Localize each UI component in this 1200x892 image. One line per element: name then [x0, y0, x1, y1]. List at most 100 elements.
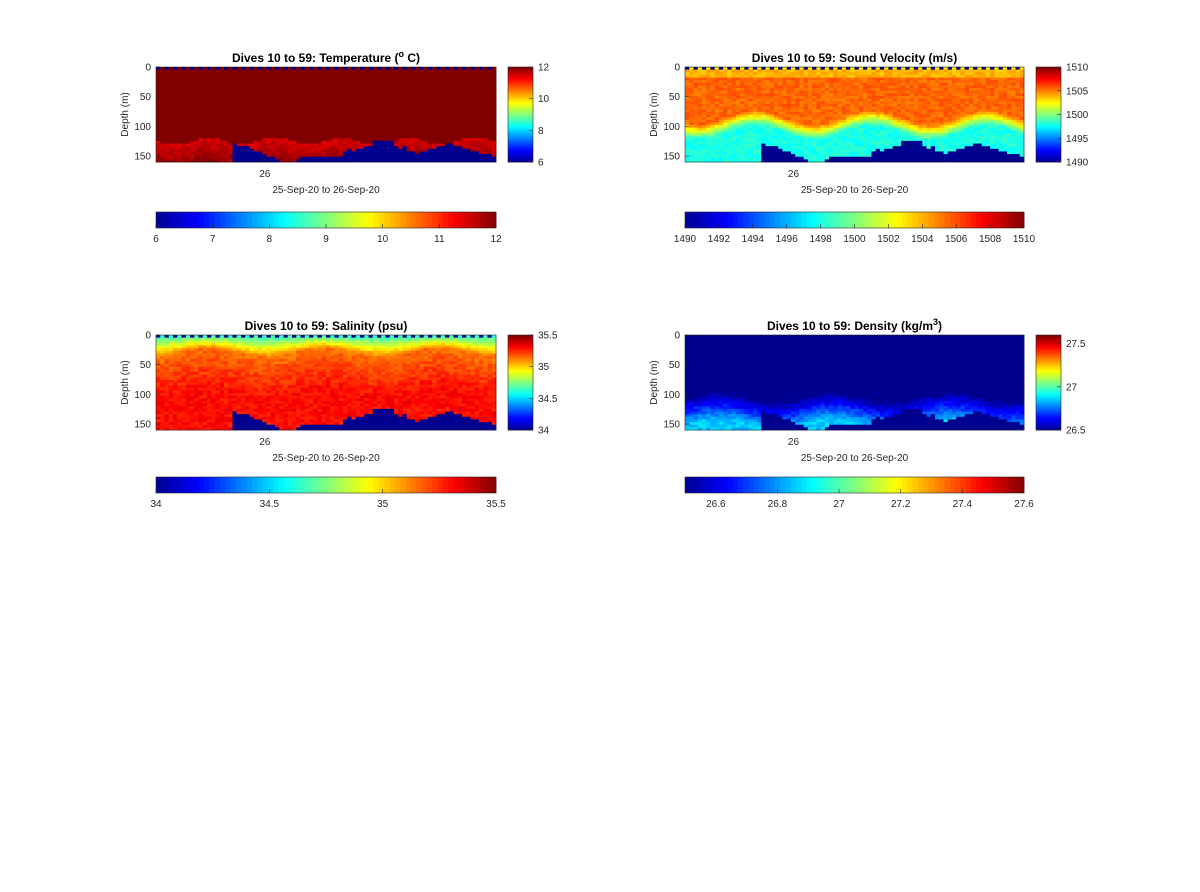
heatmap-cell	[423, 93, 429, 97]
heatmap-cell	[850, 101, 855, 105]
heatmap-cell	[202, 119, 208, 123]
heatmap-cell	[381, 159, 386, 163]
heatmap-cell	[846, 90, 851, 94]
heatmap-cell	[449, 148, 454, 152]
heatmap-cell	[854, 151, 860, 155]
heatmap-cell	[245, 88, 250, 92]
heatmap-cell	[419, 151, 425, 155]
heatmap-cell	[786, 146, 792, 150]
heatmap-cell	[858, 119, 864, 123]
heatmap-cell	[398, 143, 403, 147]
heatmap-cell	[470, 96, 476, 100]
heatmap-cell	[820, 138, 826, 142]
heatmap-cell	[279, 119, 284, 123]
heatmap-cell	[330, 98, 335, 102]
heatmap-cell	[347, 154, 352, 158]
heatmap-cell	[824, 148, 830, 152]
heatmap-cell	[292, 85, 297, 89]
heatmap-cell	[423, 143, 429, 147]
heatmap-cell	[888, 88, 894, 92]
heatmap-cell	[428, 80, 433, 84]
heatmap-cell	[470, 127, 476, 131]
heatmap-cell	[224, 146, 229, 150]
heatmap-cell	[258, 111, 263, 115]
heatmap-cell	[283, 67, 289, 71]
heatmap-cell	[807, 85, 813, 89]
heatmap-cell	[875, 93, 881, 97]
heatmap-cell	[245, 74, 250, 78]
heatmap-cell	[185, 125, 191, 129]
heatmap-cell	[202, 114, 208, 118]
heatmap-cell	[445, 74, 450, 78]
heatmap-cell	[470, 88, 476, 92]
heatmap-cell	[879, 143, 885, 147]
heatmap-cell	[884, 140, 889, 144]
heatmap-cell	[419, 122, 425, 126]
heatmap-cell	[474, 159, 480, 163]
heatmap-cell	[723, 111, 728, 115]
heatmap-cell	[693, 119, 699, 123]
heatmap-cell	[905, 74, 910, 78]
heatmap-cell	[309, 82, 314, 86]
heatmap-cell	[219, 106, 225, 110]
heatmap-cell	[360, 154, 365, 158]
heatmap-cell	[406, 72, 412, 76]
heatmap-cell	[419, 111, 425, 115]
heatmap-cell	[351, 96, 357, 100]
heatmap-cell	[752, 114, 758, 118]
heatmap-cell	[364, 154, 369, 158]
heatmap-cell	[909, 111, 915, 115]
heatmap-cell	[731, 122, 737, 126]
heatmap-cell	[879, 103, 885, 107]
heatmap-cell	[389, 96, 395, 100]
heatmap-cell	[245, 109, 250, 113]
heatmap-cell	[317, 82, 323, 86]
heatmap-cell	[394, 111, 399, 115]
heatmap-cell	[829, 111, 834, 115]
heatmap-cell	[343, 103, 348, 107]
heatmap-cell	[453, 72, 459, 76]
heatmap-cell	[748, 114, 754, 118]
heatmap-cell	[215, 82, 221, 86]
heatmap-cell	[854, 159, 860, 163]
heatmap-cell	[402, 93, 408, 97]
heatmap-cell	[347, 106, 352, 110]
heatmap-cell	[491, 103, 497, 107]
heatmap-cell	[909, 143, 915, 147]
heatmap-cell	[735, 127, 741, 131]
heatmap-cell	[347, 122, 352, 126]
heatmap-cell	[398, 125, 403, 129]
heatmap-cell	[816, 67, 821, 71]
heatmap-cell	[761, 135, 766, 139]
heatmap-cell	[470, 114, 476, 118]
heatmap-cell	[270, 140, 276, 144]
heatmap-cell	[364, 93, 369, 97]
heatmap-cell	[181, 148, 187, 152]
heatmap-cell	[360, 80, 365, 84]
heatmap-cell	[752, 80, 758, 84]
heatmap-cell	[432, 90, 437, 94]
heatmap-cell	[190, 122, 195, 126]
heatmap-cell	[287, 74, 293, 78]
heatmap-cell	[812, 93, 817, 97]
heatmap-cell	[219, 103, 225, 107]
heatmap-cell	[406, 82, 412, 86]
heatmap-cell	[389, 143, 395, 147]
heatmap-cell	[710, 114, 716, 118]
heatmap-cell	[411, 111, 416, 115]
heatmap-cell	[833, 67, 838, 71]
heatmap-cell	[402, 127, 408, 131]
heatmap-cell	[829, 122, 834, 126]
heatmap-cell	[905, 101, 910, 105]
heatmap-cell	[440, 96, 446, 100]
heatmap-cell	[296, 88, 301, 92]
heatmap-cell	[402, 151, 408, 155]
heatmap-cell	[445, 132, 450, 137]
heatmap-cell	[689, 143, 694, 147]
heatmap-cell	[202, 85, 208, 89]
heatmap-cell	[457, 109, 463, 113]
y-axis-label: Depth (m)	[120, 92, 131, 136]
heatmap-cell	[372, 143, 378, 147]
heatmap-cell	[338, 96, 344, 100]
heatmap-cell	[790, 74, 796, 78]
